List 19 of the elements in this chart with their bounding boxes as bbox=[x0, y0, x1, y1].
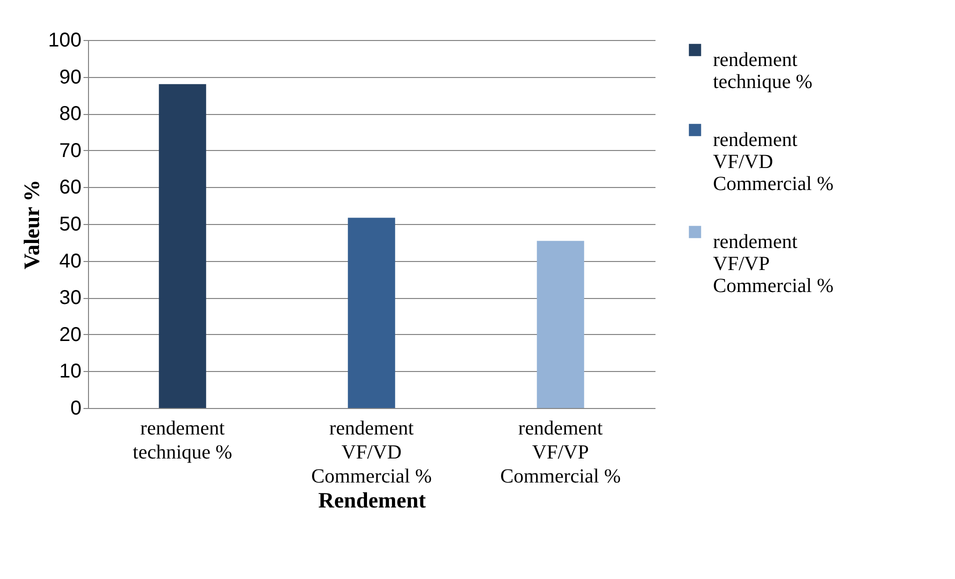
y-tick-label: 20 bbox=[59, 324, 82, 346]
x-axis-title: Rendement bbox=[318, 488, 426, 512]
x-tick-label: rendement VF/VD Commercial % bbox=[311, 418, 432, 488]
legend-label: rendement VF/VP Commercial % bbox=[713, 231, 834, 297]
y-tick-label: 0 bbox=[70, 398, 82, 420]
y-tick-label: 80 bbox=[59, 103, 82, 126]
y-tick-label: 50 bbox=[59, 214, 82, 236]
x-tick-label: rendement technique % bbox=[132, 418, 232, 464]
legend-label: rendement technique % bbox=[713, 49, 812, 93]
x-tick-label: rendement VF/VP Commercial % bbox=[500, 418, 621, 488]
y-tick-label: 100 bbox=[48, 30, 82, 52]
y-tick-label: 90 bbox=[59, 66, 82, 88]
y-tick-label: 70 bbox=[59, 140, 82, 162]
y-tick-label: 10 bbox=[59, 360, 82, 383]
y-tick-label: 60 bbox=[59, 176, 82, 199]
y-tick-label: 40 bbox=[59, 250, 82, 272]
y-tick-label: 30 bbox=[59, 287, 82, 310]
y-axis-title: Valeur % bbox=[19, 180, 44, 270]
legend-label: rendement VF/VD Commercial % bbox=[713, 129, 834, 195]
